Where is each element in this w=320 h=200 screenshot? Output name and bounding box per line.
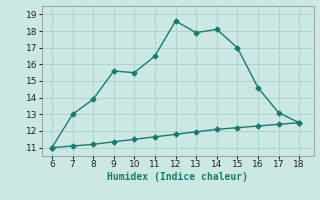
X-axis label: Humidex (Indice chaleur): Humidex (Indice chaleur) [107, 172, 248, 182]
